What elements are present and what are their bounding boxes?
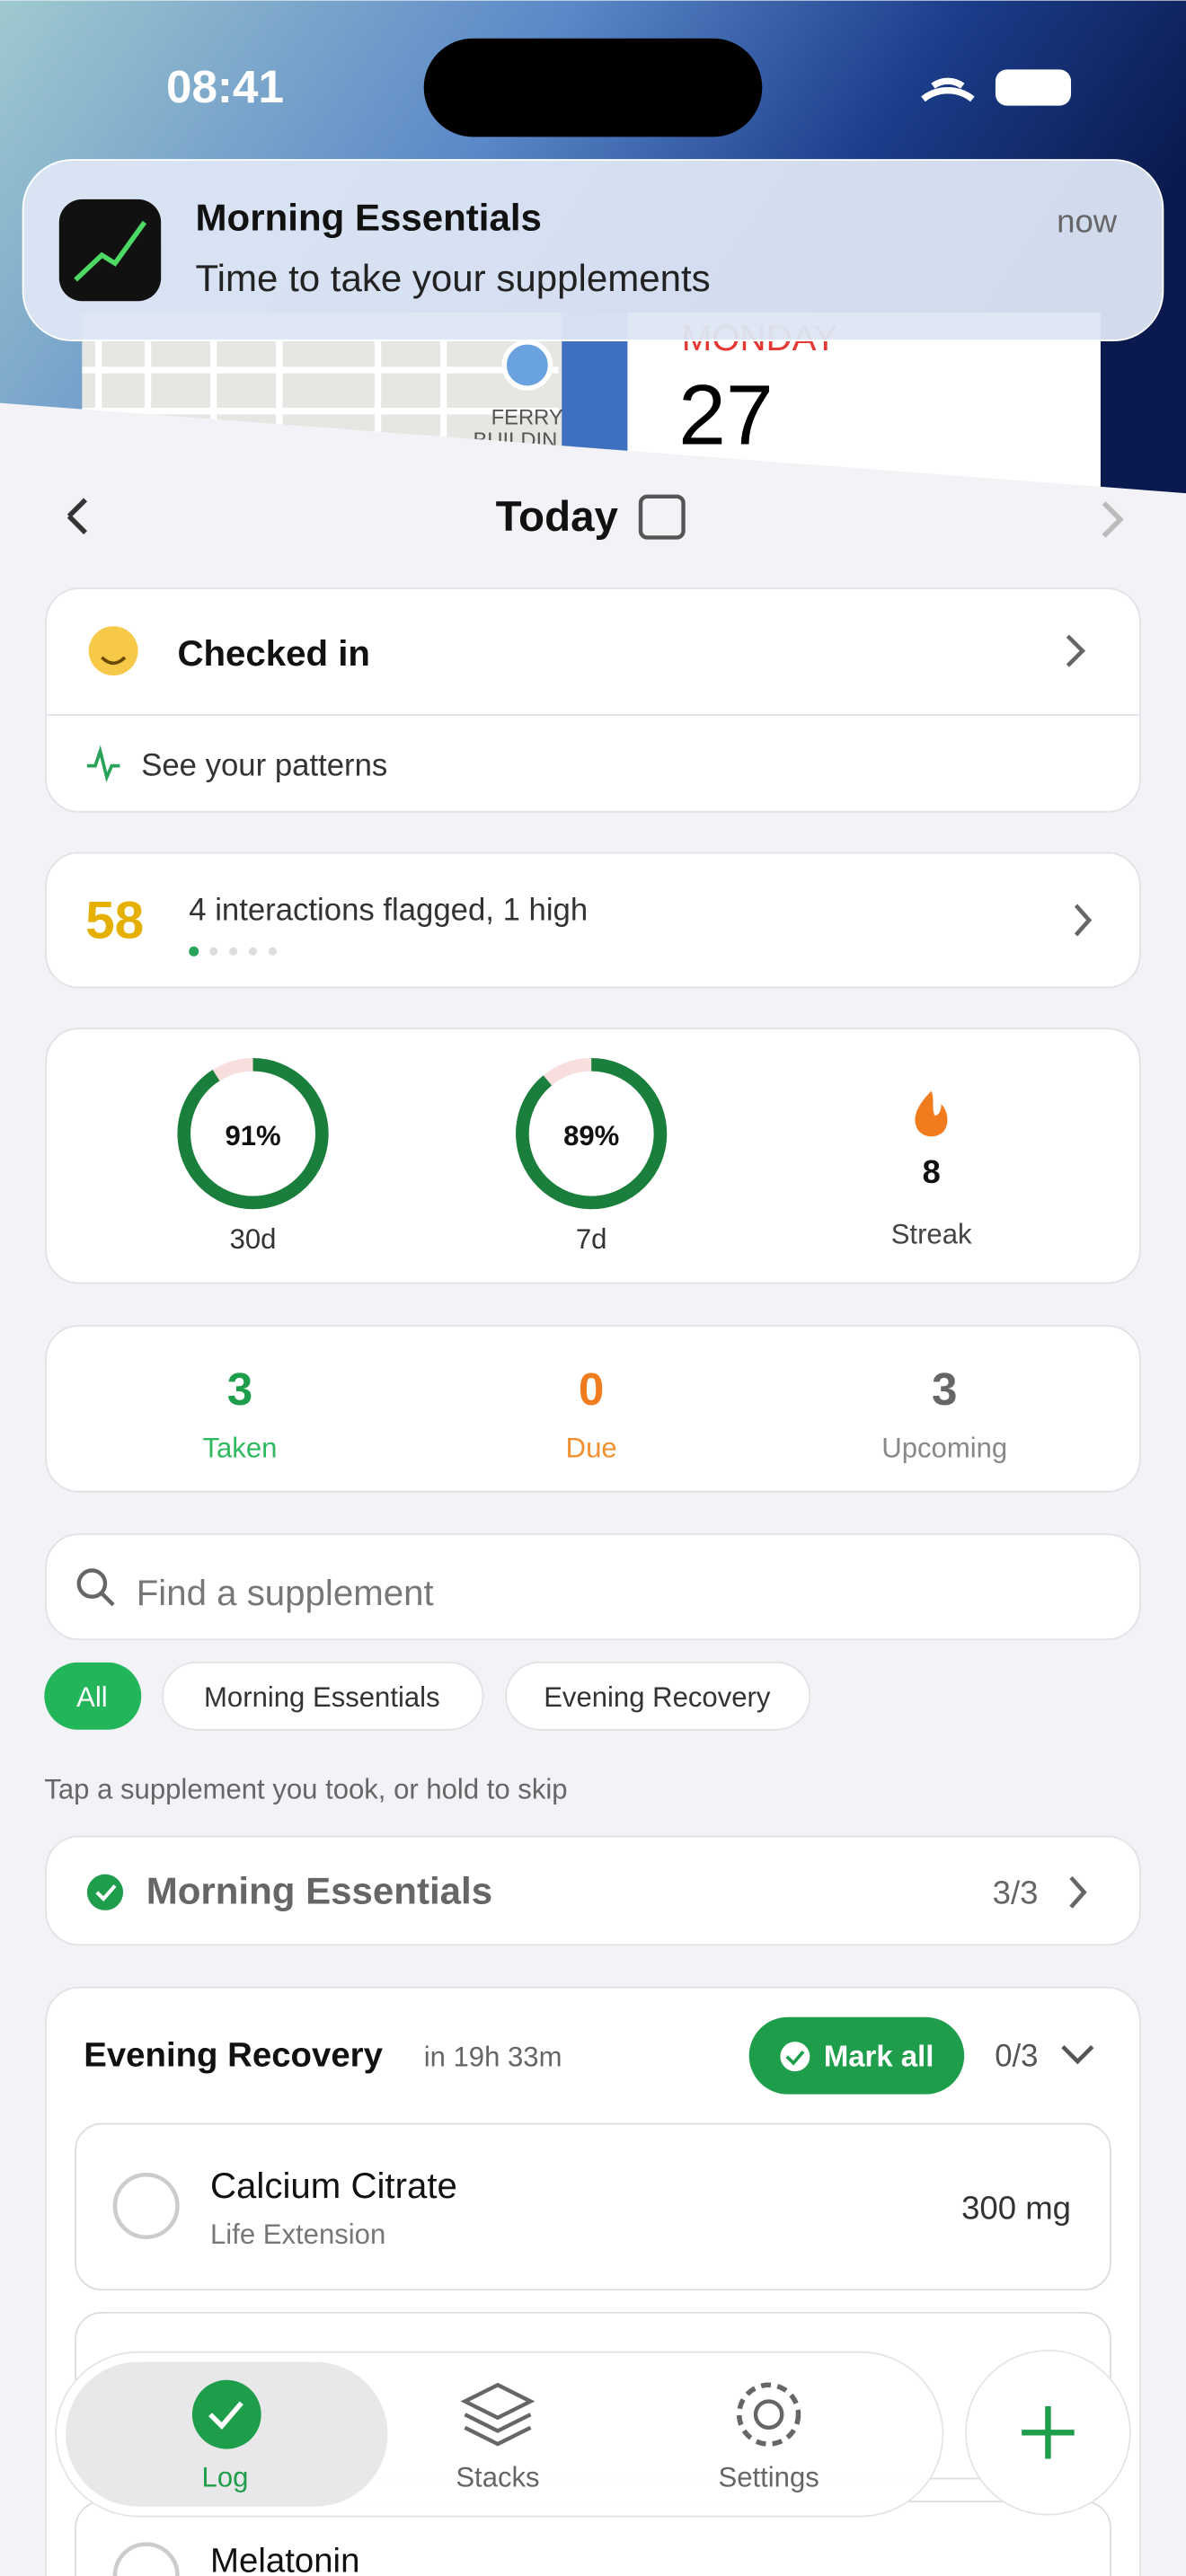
page-dot	[189, 946, 199, 957]
mark-all-label: Mark all	[824, 2040, 934, 2073]
supplement-name: Calcium Citrate	[210, 2166, 457, 2206]
ring-period: 30d	[230, 1223, 277, 1255]
smiley-mouth	[101, 656, 127, 666]
count-value: 3	[932, 1363, 957, 1415]
supplement-dose: 300 mg	[961, 2190, 1071, 2227]
counts-card	[45, 1325, 1141, 1493]
add-icon	[1022, 2406, 1075, 2459]
supplement-row[interactable]	[75, 2122, 1111, 2291]
widget-day: 27	[678, 367, 774, 463]
count-value: 0	[579, 1363, 604, 1415]
stack-name: Evening Recovery	[84, 2036, 383, 2075]
supplement-brand: Life Extension	[210, 2219, 385, 2250]
interaction-summary: 4 interactions flagged, 1 high	[189, 893, 588, 927]
forward-arrow[interactable]	[1102, 501, 1124, 538]
check-glyph	[785, 2050, 805, 2066]
app-icon-glyph	[74, 220, 147, 282]
ring-progress	[177, 1058, 329, 1210]
check-glyph	[95, 1884, 117, 1902]
count-value: 3	[227, 1363, 252, 1415]
interaction-score: 58	[85, 892, 144, 950]
pulse-icon	[86, 745, 120, 783]
battery-icon	[995, 69, 1072, 106]
checkin-status: Checked in	[177, 633, 370, 674]
interactions-card[interactable]	[45, 851, 1141, 989]
search-placeholder: Find a supplement	[137, 1573, 434, 1613]
stack-due: in 19h 33m	[424, 2042, 562, 2073]
page-dot	[229, 947, 238, 956]
back-arrow[interactable]	[66, 498, 88, 534]
tab-label: Log	[202, 2462, 249, 2493]
notification-title: Morning Essentials	[196, 197, 542, 239]
stack-card[interactable]	[45, 1835, 1141, 1946]
flame-icon	[915, 1090, 948, 1137]
page-dot	[268, 947, 278, 956]
page-dot	[209, 947, 218, 956]
check-icon	[780, 2042, 810, 2072]
status-time: 08:41	[166, 61, 284, 112]
count-label: Due	[566, 1432, 617, 1463]
dynamic-island	[423, 38, 763, 137]
filter-label: Evening Recovery	[544, 1681, 771, 1713]
ring-period: 7d	[576, 1223, 607, 1255]
stack-name: Morning Essentials	[146, 1870, 492, 1912]
app-icon	[58, 198, 162, 302]
smiley-icon	[88, 626, 138, 676]
notification[interactable]	[22, 159, 1164, 342]
calendar-icon[interactable]	[638, 494, 686, 540]
settings-icon-gear	[736, 2382, 801, 2447]
page-dot	[248, 947, 258, 956]
mark-all-button[interactable]	[748, 2016, 965, 2095]
ring-progress	[516, 1058, 668, 1210]
texts: 08:41 Morning Essentials Time to take your…	[44, 61, 1117, 2576]
check-icon	[86, 1874, 124, 1910]
map-pin	[501, 340, 553, 391]
chevron	[1069, 1875, 1087, 1909]
notification-message: Time to take your supplements	[196, 257, 711, 299]
tab-label: Settings	[718, 2462, 819, 2493]
count-label: Upcoming	[881, 1432, 1007, 1463]
filter-chip[interactable]	[505, 1661, 811, 1731]
settings-icon	[753, 2399, 784, 2430]
chevron	[1074, 904, 1093, 937]
collapse-chevron[interactable]	[1061, 2045, 1094, 2065]
wifi-icon	[921, 77, 975, 102]
stacks-icon	[460, 2382, 535, 2447]
streak-label: Streak	[891, 1219, 972, 1250]
search-icon	[76, 1568, 108, 1599]
patterns-link: See your patterns	[141, 749, 387, 783]
filter-chip-active[interactable]	[44, 1662, 142, 1730]
chevron	[1066, 634, 1086, 667]
checkbox[interactable]	[112, 2172, 180, 2240]
filter-chip[interactable]	[162, 1661, 484, 1731]
tab-labels: Log Stacks Settings	[202, 2462, 819, 2493]
checkbox[interactable]	[112, 2542, 180, 2576]
adherence-card	[45, 1028, 1141, 1284]
supplement-name: Melatonin	[210, 2542, 359, 2576]
log-icon-glyph	[208, 2401, 243, 2430]
hint-text: Tap a supplement you took, or hold to sk…	[44, 1774, 567, 1805]
filter-label: Morning Essentials	[204, 1681, 440, 1713]
header-title: Today	[496, 493, 619, 541]
checkin-card[interactable]	[45, 587, 1141, 813]
streak-value: 8	[922, 1153, 940, 1190]
notification-time: now	[1057, 202, 1118, 239]
ring-label: 89%	[563, 1120, 619, 1151]
search-field[interactable]	[45, 1533, 1141, 1641]
filter-label: All	[76, 1681, 108, 1713]
stack-progress: 3/3	[993, 1875, 1039, 1911]
log-icon	[191, 2379, 261, 2449]
tab-label: Stacks	[456, 2462, 539, 2493]
search-icon-handle	[100, 1592, 115, 1607]
map-label: FERRY	[491, 405, 563, 429]
ring-label: 91%	[225, 1120, 280, 1151]
stack-progress: 0/3	[995, 2040, 1038, 2074]
count-label: Taken	[202, 1432, 277, 1463]
